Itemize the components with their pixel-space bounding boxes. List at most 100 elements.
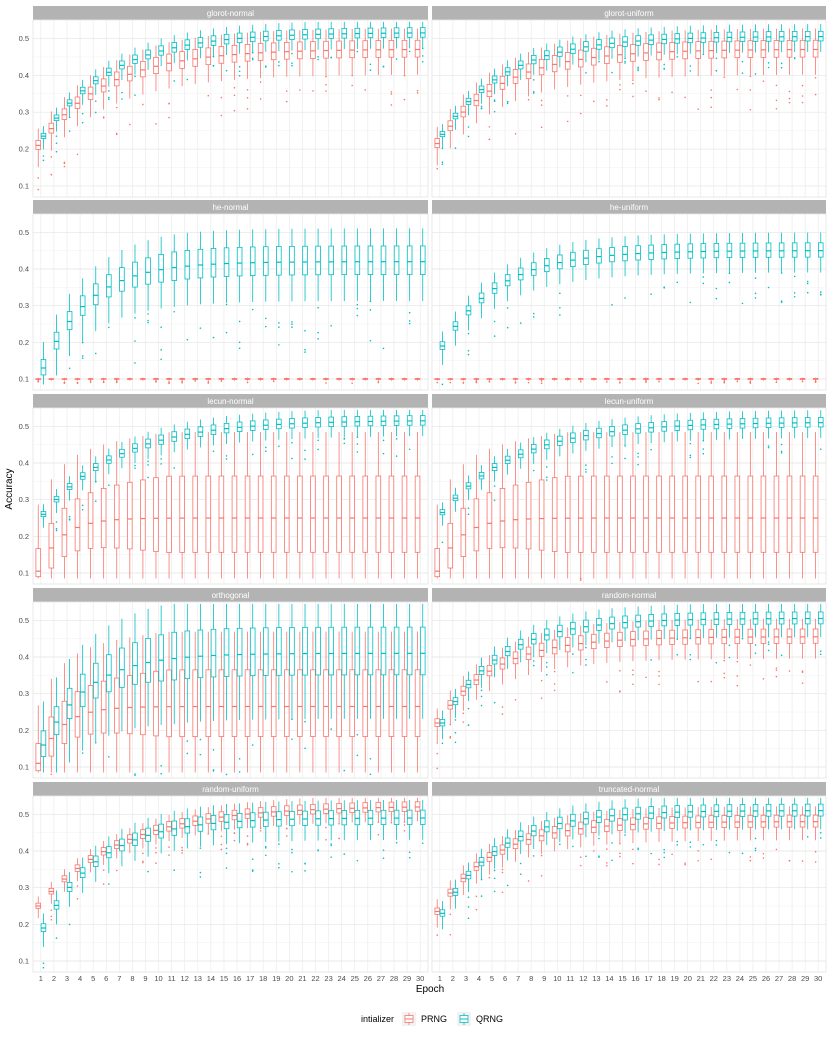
box-prng-epoch-15	[617, 377, 623, 384]
box-qrng-epoch-20	[289, 801, 295, 873]
box-iqr	[617, 475, 623, 553]
box-qrng-epoch-21	[302, 603, 308, 750]
outlier-point	[710, 89, 713, 91]
box-prng-epoch-4	[74, 377, 81, 385]
box-iqr	[786, 40, 793, 58]
box-iqr	[302, 626, 308, 676]
box-iqr	[289, 810, 295, 827]
box-prng-epoch-10	[551, 629, 558, 692]
box-qrng-epoch-21	[700, 797, 707, 846]
box-prng-epoch-3	[61, 464, 68, 579]
box-qrng-epoch-27	[778, 24, 785, 69]
box-qrng-epoch-3	[465, 671, 472, 727]
outlier-point	[225, 773, 228, 776]
outlier-point	[356, 733, 359, 736]
outlier-point	[264, 847, 267, 849]
outlier-point	[173, 310, 176, 313]
outlier-point	[606, 681, 608, 683]
box-qrng-epoch-12	[583, 803, 589, 858]
outlier-point	[81, 357, 84, 360]
outlier-point	[160, 358, 162, 361]
facet-title: glorot-uniform	[604, 9, 654, 18]
box-prng-epoch-29	[401, 28, 408, 101]
x-tick-label: 1	[39, 974, 43, 983]
outlier-point	[356, 859, 359, 862]
box-iqr	[604, 632, 610, 648]
box-iqr	[171, 820, 177, 836]
box-qrng-epoch-29	[406, 228, 413, 325]
outlier-point	[663, 67, 665, 70]
x-tick-label: 18	[657, 974, 665, 983]
outlier-point	[134, 94, 136, 96]
box-prng-epoch-23	[721, 806, 728, 841]
box-qrng-epoch-20	[687, 412, 694, 459]
outlier-point	[134, 467, 136, 469]
box-qrng-epoch-24	[341, 21, 348, 50]
box-qrng-epoch-9	[145, 817, 151, 873]
box-iqr	[682, 41, 688, 60]
box-iqr	[223, 814, 230, 830]
outlier-point	[676, 653, 679, 656]
x-tick-label: 29	[801, 974, 809, 983]
box-qrng-epoch-28	[393, 228, 400, 301]
outlier-point	[767, 286, 770, 289]
x-tick-label: 18	[259, 974, 267, 983]
outlier-point	[356, 314, 359, 317]
box-prng-epoch-29	[401, 432, 408, 579]
x-tick-label: 17	[644, 974, 652, 983]
box-qrng-epoch-22	[315, 800, 321, 852]
box-prng-epoch-29	[799, 806, 806, 862]
box-qrng-epoch-28	[393, 409, 400, 457]
outlier-point	[658, 675, 660, 677]
box-prng-epoch-24	[336, 797, 342, 840]
outlier-point	[593, 100, 595, 103]
box-iqr	[323, 40, 329, 59]
outlier-point	[754, 73, 757, 75]
outlier-point	[421, 55, 424, 57]
x-tick-label: 26	[762, 974, 770, 983]
y-tick-label: 0.5	[19, 422, 29, 431]
box-iqr	[341, 810, 348, 826]
box-qrng-epoch-5	[93, 845, 99, 882]
outlier-point	[317, 448, 319, 451]
outlier-point	[147, 870, 149, 873]
box-qrng-epoch-3	[66, 293, 73, 370]
facet-title: lecun-normal	[207, 397, 253, 406]
box-qrng-epoch-15	[622, 29, 628, 64]
box-qrng-epoch-29	[406, 603, 413, 719]
box-qrng-epoch-25	[354, 21, 361, 53]
outlier-point	[480, 107, 483, 110]
box-prng-epoch-10	[551, 433, 558, 579]
box-iqr	[734, 40, 741, 59]
outlier-point	[134, 464, 136, 467]
outlier-point	[559, 292, 561, 295]
outlier-point	[356, 443, 359, 445]
box-qrng-epoch-18	[661, 797, 667, 859]
outlier-point	[449, 913, 452, 916]
box-qrng-epoch-12	[184, 808, 191, 849]
box-iqr	[530, 262, 537, 276]
box-qrng-epoch-7	[517, 822, 524, 875]
box-iqr	[773, 475, 780, 553]
outlier-point	[291, 870, 293, 873]
box-prng-epoch-20	[682, 377, 688, 381]
outlier-point	[697, 850, 699, 852]
box-prng-epoch-10	[153, 377, 159, 383]
box-prng-epoch-26	[362, 797, 368, 823]
box-prng-epoch-23	[323, 432, 329, 579]
box-prng-epoch-11	[166, 631, 172, 773]
y-tick-label: 0.3	[19, 495, 29, 504]
box-qrng-epoch-9	[544, 432, 550, 481]
outlier-point	[723, 672, 726, 675]
outlier-point	[278, 344, 280, 346]
outlier-point	[436, 742, 439, 744]
box-prng-epoch-4	[473, 454, 480, 579]
facet-title: lecun-uniform	[605, 397, 654, 406]
outlier-point	[251, 858, 254, 860]
outlier-point	[741, 72, 744, 74]
box-iqr	[140, 479, 146, 551]
box-qrng-epoch-30	[818, 232, 824, 296]
outlier-point	[480, 689, 483, 692]
outlier-point	[81, 121, 84, 124]
outlier-point	[572, 653, 574, 655]
